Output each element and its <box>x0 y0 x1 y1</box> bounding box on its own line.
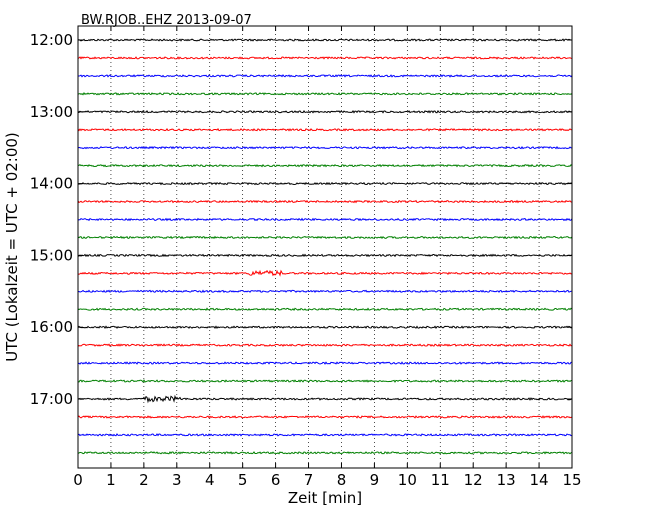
trace-16-15 <box>77 343 573 347</box>
y-tick-label: 15:00 <box>30 246 73 264</box>
plot-background <box>78 26 572 468</box>
x-tick-label: 0 <box>73 471 83 489</box>
trace-15-30 <box>77 289 573 294</box>
trace-13-15 <box>77 128 573 132</box>
x-axis-label: Zeit [min] <box>288 489 362 507</box>
y-tick-label: 14:00 <box>30 175 73 193</box>
grid-lines <box>110 26 540 468</box>
y-tick-label: 17:00 <box>30 390 73 408</box>
x-tick-label: 11 <box>431 471 450 489</box>
trace-16-30 <box>77 361 573 365</box>
trace-12-15 <box>77 56 573 60</box>
trace-12-00 <box>77 38 573 42</box>
chart-title: BW.RJOB..EHZ 2013-09-07 <box>81 13 252 28</box>
trace-13-00 <box>77 110 573 114</box>
trace-13-30 <box>77 145 573 150</box>
trace-15-15 <box>77 269 573 277</box>
x-tick-label: 10 <box>398 471 417 489</box>
x-tick-label: 2 <box>139 471 149 489</box>
trace-17-45 <box>77 451 573 455</box>
trace-17-00 <box>77 394 573 404</box>
x-tick-label: 9 <box>370 471 380 489</box>
trace-16-00 <box>77 325 573 330</box>
trace-15-45 <box>77 307 573 311</box>
trace-14-00 <box>77 181 573 186</box>
x-tick-label: 5 <box>238 471 248 489</box>
trace-14-15 <box>77 199 573 204</box>
x-tick-label: 14 <box>530 471 549 489</box>
x-tick-label: 12 <box>464 471 483 489</box>
x-tick-label: 13 <box>497 471 516 489</box>
y-tick-label: 16:00 <box>30 318 73 336</box>
y-axis-label: UTC (Lokalzeit = UTC + 02:00) <box>3 132 21 362</box>
x-tick-label: 3 <box>172 471 182 489</box>
x-tick-label: 4 <box>205 471 215 489</box>
x-tick-label: 8 <box>337 471 347 489</box>
trace-17-15 <box>77 415 573 419</box>
x-tick-label: 15 <box>562 471 581 489</box>
trace-12-30 <box>77 74 573 78</box>
trace-15-00 <box>77 253 573 258</box>
trace-13-45 <box>77 163 573 168</box>
plot-frame <box>77 25 573 469</box>
seismogram-traces <box>77 38 573 455</box>
trace-17-30 <box>77 433 573 437</box>
x-tick-label: 7 <box>304 471 314 489</box>
x-tick-label: 1 <box>106 471 116 489</box>
trace-12-45 <box>77 92 573 96</box>
x-tick-label: 6 <box>271 471 281 489</box>
y-tick-label: 13:00 <box>30 103 73 121</box>
y-tick-label: 12:00 <box>30 31 73 49</box>
trace-16-45 <box>77 379 573 383</box>
trace-14-45 <box>77 235 573 240</box>
axis-ticks: 0 1 2 3 4 5 6 7 8 9 10 11 12 13 14 1512:0013:0014:0015:… <box>30 26 582 489</box>
trace-14-30 <box>77 217 573 222</box>
